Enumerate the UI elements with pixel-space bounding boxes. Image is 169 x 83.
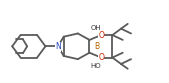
Text: O: O [98,53,104,62]
Text: OH: OH [91,25,101,31]
Text: O: O [98,31,104,40]
Text: HO: HO [91,63,101,69]
Text: N: N [55,42,61,51]
Text: B: B [94,42,100,51]
